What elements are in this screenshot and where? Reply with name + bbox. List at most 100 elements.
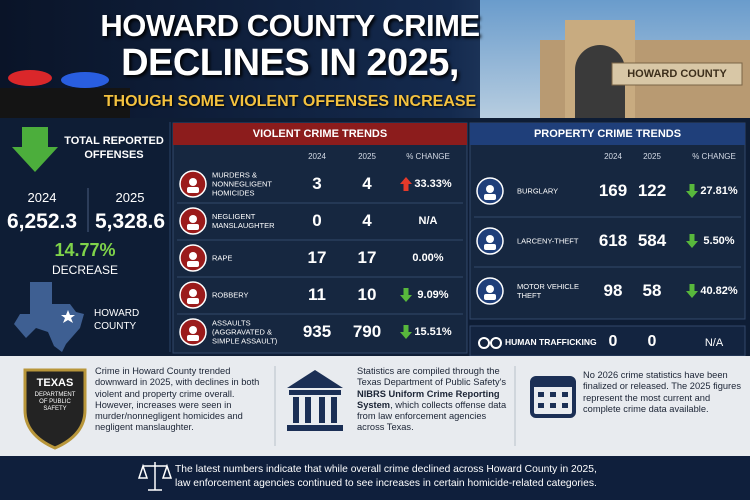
violent-panel bbox=[172, 122, 468, 354]
change-label: DECREASE bbox=[51, 263, 119, 277]
trend-arrow bbox=[400, 176, 412, 191]
row-divider bbox=[474, 216, 741, 218]
note-text: Statistics are compiled through the Texa… bbox=[357, 366, 515, 434]
percent-change: 40.82% bbox=[700, 285, 738, 297]
row-label: NEGLIGENT MANSLAUGHTER bbox=[212, 211, 275, 230]
badge-subtitle: DEPARTMENT OF PUBLIC SAFETY bbox=[34, 392, 76, 412]
percent-change: 9.09% bbox=[417, 288, 449, 301]
percent-change: 5.50% bbox=[703, 235, 735, 247]
star bbox=[61, 310, 75, 323]
note-text: No 2026 crime statistics have been final… bbox=[583, 370, 741, 414]
row-icon bbox=[476, 227, 504, 255]
row-label: MOTOR VEHICLE THEFT bbox=[517, 282, 579, 300]
column-header: % CHANGE bbox=[692, 152, 736, 161]
title-line-1: HOWARD COUNTY CRIME bbox=[100, 8, 480, 43]
trend-arrow bbox=[686, 184, 698, 198]
calendar-icon bbox=[530, 376, 576, 418]
row-icon bbox=[179, 317, 207, 346]
building-icon bbox=[287, 370, 343, 431]
row-label: RAPE bbox=[212, 253, 233, 262]
count: 0 bbox=[312, 210, 322, 230]
count: 3 bbox=[312, 173, 322, 193]
count: 58 bbox=[642, 281, 662, 300]
column-header: 2024 bbox=[604, 152, 622, 161]
percent-change: 15.51% bbox=[414, 325, 452, 338]
trafficking-panel bbox=[469, 325, 746, 357]
count: 4 bbox=[362, 210, 372, 230]
row-icon bbox=[179, 206, 207, 235]
trend-arrow bbox=[686, 284, 698, 298]
police-light-red bbox=[8, 70, 52, 86]
column-header: 2025 bbox=[643, 152, 661, 161]
footer-text: The latest numbers indicate that while o… bbox=[175, 464, 597, 489]
row-label: MURDERS & NONNEGLIGENT HOMICIDES bbox=[212, 170, 272, 197]
building-sign: HOWARD COUNTY bbox=[627, 68, 727, 80]
texas-map bbox=[14, 282, 84, 352]
note-text-part: Statistics are compiled through the Texa… bbox=[357, 366, 507, 388]
row-label: BURGLARY bbox=[517, 186, 559, 196]
count: 98 bbox=[603, 281, 623, 300]
violent-header-bar bbox=[173, 123, 467, 145]
note-text-part: , which collects offense data from law e… bbox=[357, 399, 507, 433]
percent-change: N/A bbox=[418, 214, 438, 227]
count: 790 bbox=[352, 321, 382, 341]
police-light-blue bbox=[61, 72, 109, 88]
trend-arrow bbox=[400, 287, 412, 302]
trend-arrow bbox=[686, 234, 698, 248]
note-text: Crime in Howard County trended downward … bbox=[95, 366, 260, 433]
row-label: ROBBERY bbox=[212, 290, 249, 299]
notes-bg bbox=[0, 356, 750, 456]
year: 2024 bbox=[27, 190, 57, 205]
count: 935 bbox=[302, 321, 332, 341]
subtitle: THOUGH SOME VIOLENT OFFENSES INCREASE bbox=[103, 93, 477, 110]
column-header: % CHANGE bbox=[406, 152, 450, 161]
row-divider bbox=[177, 276, 463, 278]
row-icon bbox=[179, 280, 207, 309]
year: 2025 bbox=[115, 190, 145, 205]
summary-title: TOTAL REPORTED OFFENSES bbox=[64, 135, 164, 161]
count: 17 bbox=[307, 247, 327, 267]
row-icon bbox=[476, 177, 504, 205]
total: 5,328.6 bbox=[94, 210, 166, 233]
row-icon bbox=[476, 277, 504, 305]
row-divider bbox=[474, 266, 741, 268]
count: 0 bbox=[608, 333, 618, 350]
handcuffs-icon bbox=[478, 337, 502, 349]
count: 11 bbox=[308, 284, 326, 304]
panel-title: PROPERTY CRIME TRENDS bbox=[533, 128, 682, 140]
percent-change: 27.81% bbox=[700, 185, 738, 197]
row-divider bbox=[177, 239, 463, 241]
count: 17 bbox=[357, 247, 377, 267]
percent-change: 0.00% bbox=[412, 251, 444, 264]
row-divider bbox=[177, 313, 463, 315]
count: 618 bbox=[598, 231, 628, 250]
note-text-part: NIBRS Uniform Crime Reporting System bbox=[357, 388, 500, 410]
trend-arrow bbox=[400, 324, 412, 339]
row-label: LARCENY-THEFT bbox=[517, 236, 579, 246]
count: 4 bbox=[362, 173, 372, 193]
column-header: 2024 bbox=[308, 152, 326, 161]
row-divider bbox=[177, 202, 463, 204]
police-car bbox=[0, 88, 130, 118]
total: 6,252.3 bbox=[6, 210, 78, 233]
down-arrow-icon bbox=[12, 127, 58, 172]
row-label: HUMAN TRAFFICKING bbox=[505, 337, 597, 347]
percent-change: N/A bbox=[704, 337, 724, 349]
row-icon bbox=[179, 243, 207, 272]
county-label: HOWARD COUNTY bbox=[94, 308, 140, 332]
dps-badge bbox=[23, 368, 87, 450]
footer-bg bbox=[0, 456, 750, 500]
count: 169 bbox=[598, 181, 628, 200]
badge-title: TEXAS bbox=[36, 377, 74, 389]
building-sign-board bbox=[611, 62, 743, 86]
row-label: ASSAULTS (AGGRAVATED & SIMPLE ASSAULT) bbox=[212, 318, 278, 345]
count: 10 bbox=[357, 284, 377, 304]
count: 584 bbox=[637, 231, 667, 250]
row-icon bbox=[179, 169, 207, 198]
column-header: 2025 bbox=[358, 152, 376, 161]
property-header-bar bbox=[470, 123, 745, 145]
count: 0 bbox=[647, 333, 657, 350]
property-panel bbox=[469, 122, 746, 320]
